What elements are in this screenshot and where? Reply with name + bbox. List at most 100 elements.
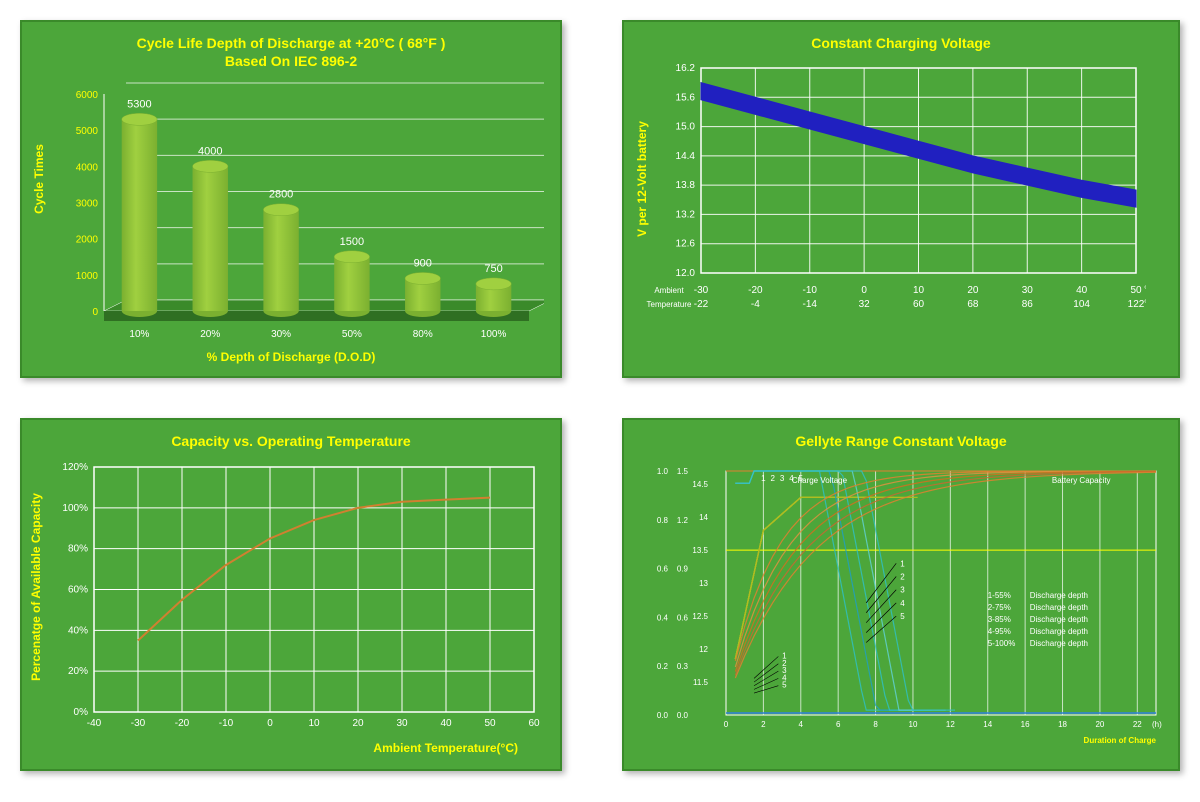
svg-text:0.3: 0.3 bbox=[677, 662, 689, 671]
svg-text:100%: 100% bbox=[481, 329, 507, 340]
svg-text:900: 900 bbox=[414, 258, 432, 270]
svg-text:60: 60 bbox=[528, 718, 540, 729]
svg-text:30: 30 bbox=[1022, 285, 1034, 296]
svg-text:4000: 4000 bbox=[198, 146, 222, 158]
svg-text:4: 4 bbox=[789, 474, 794, 483]
svg-text:12.5: 12.5 bbox=[692, 612, 708, 621]
svg-text:50%: 50% bbox=[342, 329, 362, 340]
svg-text:°C: °C bbox=[1144, 285, 1146, 296]
svg-text:6: 6 bbox=[836, 720, 841, 729]
svg-text:0: 0 bbox=[724, 720, 729, 729]
panel3-ylabel: Percenatge of Available Capacity bbox=[29, 493, 43, 681]
svg-text:40%: 40% bbox=[68, 625, 88, 636]
svg-text:Discharge depth: Discharge depth bbox=[1030, 590, 1088, 599]
svg-text:Discharge depth: Discharge depth bbox=[1030, 626, 1088, 635]
panel-gellyte: Gellyte Range Constant Voltage 024681012… bbox=[622, 418, 1180, 770]
svg-text:0.0: 0.0 bbox=[677, 711, 689, 720]
svg-text:32: 32 bbox=[859, 299, 871, 310]
panel2-ylabel: V per 12-Volt battery bbox=[635, 121, 649, 237]
svg-text:1: 1 bbox=[761, 474, 766, 483]
svg-text:-22: -22 bbox=[694, 299, 709, 310]
svg-text:0.8: 0.8 bbox=[657, 515, 669, 524]
svg-text:100%: 100% bbox=[62, 502, 88, 513]
svg-text:18: 18 bbox=[1058, 720, 1067, 729]
svg-text:Battery Capacity: Battery Capacity bbox=[1052, 476, 1111, 485]
svg-text:50: 50 bbox=[484, 718, 496, 729]
svg-text:12: 12 bbox=[946, 720, 955, 729]
svg-text:20: 20 bbox=[967, 285, 979, 296]
panel3-xlabel: Ambient Temperature(°C) bbox=[34, 741, 548, 755]
svg-text:30: 30 bbox=[396, 718, 408, 729]
panel2-title: Constant Charging Voltage bbox=[636, 34, 1166, 52]
panel-charging-voltage: Constant Charging Voltage V per 12-Volt … bbox=[622, 20, 1180, 378]
svg-text:5000: 5000 bbox=[76, 127, 99, 138]
panel3-title: Capacity vs. Operating Temperature bbox=[34, 432, 548, 450]
svg-text:10: 10 bbox=[913, 285, 925, 296]
svg-text:10: 10 bbox=[909, 720, 918, 729]
svg-text:1-55%: 1-55% bbox=[988, 590, 1011, 599]
svg-text:5-100%: 5-100% bbox=[988, 638, 1016, 647]
svg-text:0: 0 bbox=[861, 285, 867, 296]
svg-text:14: 14 bbox=[983, 720, 992, 729]
panel1-title-line2: Based On IEC 896-2 bbox=[225, 53, 357, 69]
svg-text:80%: 80% bbox=[68, 543, 88, 554]
svg-text:-10: -10 bbox=[219, 718, 234, 729]
svg-text:50: 50 bbox=[1130, 285, 1142, 296]
svg-text:68: 68 bbox=[967, 299, 979, 310]
panel-capacity-temp: Capacity vs. Operating Temperature Perce… bbox=[20, 418, 562, 770]
svg-text:11.5: 11.5 bbox=[693, 678, 709, 687]
svg-text:0.6: 0.6 bbox=[677, 613, 689, 622]
svg-text:2000: 2000 bbox=[76, 235, 99, 246]
svg-text:8: 8 bbox=[873, 720, 878, 729]
panel1-ylabel: Cycle Times bbox=[32, 144, 46, 214]
svg-text:12: 12 bbox=[699, 645, 708, 654]
svg-text:15.0: 15.0 bbox=[676, 122, 696, 133]
svg-text:16: 16 bbox=[1021, 720, 1030, 729]
svg-text:14.5: 14.5 bbox=[692, 480, 708, 489]
svg-text:15.6: 15.6 bbox=[676, 92, 696, 103]
svg-text:°F: °F bbox=[1144, 299, 1146, 310]
svg-text:5: 5 bbox=[799, 474, 804, 483]
panel-cycle-life: Cycle Life Depth of Discharge at +20°C (… bbox=[20, 20, 562, 378]
svg-text:1500: 1500 bbox=[340, 236, 364, 248]
panel4-title: Gellyte Range Constant Voltage bbox=[636, 432, 1166, 450]
svg-text:2: 2 bbox=[900, 572, 905, 581]
svg-text:0.9: 0.9 bbox=[677, 564, 689, 573]
svg-text:30%: 30% bbox=[271, 329, 291, 340]
svg-text:104: 104 bbox=[1073, 299, 1090, 310]
svg-text:-20: -20 bbox=[748, 285, 763, 296]
svg-text:122: 122 bbox=[1128, 299, 1145, 310]
svg-text:-4: -4 bbox=[751, 299, 760, 310]
svg-text:40: 40 bbox=[1076, 285, 1088, 296]
svg-text:0.6: 0.6 bbox=[657, 564, 669, 573]
svg-text:1.5: 1.5 bbox=[677, 467, 689, 476]
panel1-title-line1: Cycle Life Depth of Discharge at +20°C (… bbox=[137, 35, 446, 51]
svg-text:Discharge depth: Discharge depth bbox=[1030, 614, 1088, 623]
panel2-chart: 12.012.613.213.814.415.015.616.2-30-22-2… bbox=[636, 58, 1146, 348]
svg-text:3: 3 bbox=[900, 585, 905, 594]
svg-text:12.6: 12.6 bbox=[676, 239, 696, 250]
svg-text:16.2: 16.2 bbox=[676, 63, 696, 74]
svg-text:14.4: 14.4 bbox=[676, 151, 696, 162]
svg-text:2: 2 bbox=[761, 720, 766, 729]
svg-text:20: 20 bbox=[352, 718, 364, 729]
svg-text:-10: -10 bbox=[803, 285, 818, 296]
svg-text:(h): (h) bbox=[1152, 720, 1162, 729]
svg-text:Discharge depth: Discharge depth bbox=[1030, 602, 1088, 611]
svg-text:4000: 4000 bbox=[76, 163, 99, 174]
svg-text:4: 4 bbox=[799, 720, 804, 729]
svg-text:0.4: 0.4 bbox=[657, 613, 669, 622]
svg-text:10%: 10% bbox=[129, 329, 149, 340]
svg-text:Temperature: Temperature bbox=[647, 300, 692, 309]
svg-text:5: 5 bbox=[900, 612, 905, 621]
svg-text:0.2: 0.2 bbox=[657, 662, 669, 671]
svg-text:22: 22 bbox=[1133, 720, 1142, 729]
svg-text:-40: -40 bbox=[87, 718, 102, 729]
svg-text:Ambient: Ambient bbox=[654, 286, 684, 295]
svg-text:80%: 80% bbox=[413, 329, 433, 340]
svg-text:-20: -20 bbox=[175, 718, 190, 729]
svg-text:4: 4 bbox=[900, 598, 905, 607]
svg-text:10: 10 bbox=[308, 718, 320, 729]
panel3-chart: 0%20%40%60%80%100%120%-40-30-20-10010203… bbox=[34, 457, 544, 737]
svg-text:60: 60 bbox=[913, 299, 925, 310]
